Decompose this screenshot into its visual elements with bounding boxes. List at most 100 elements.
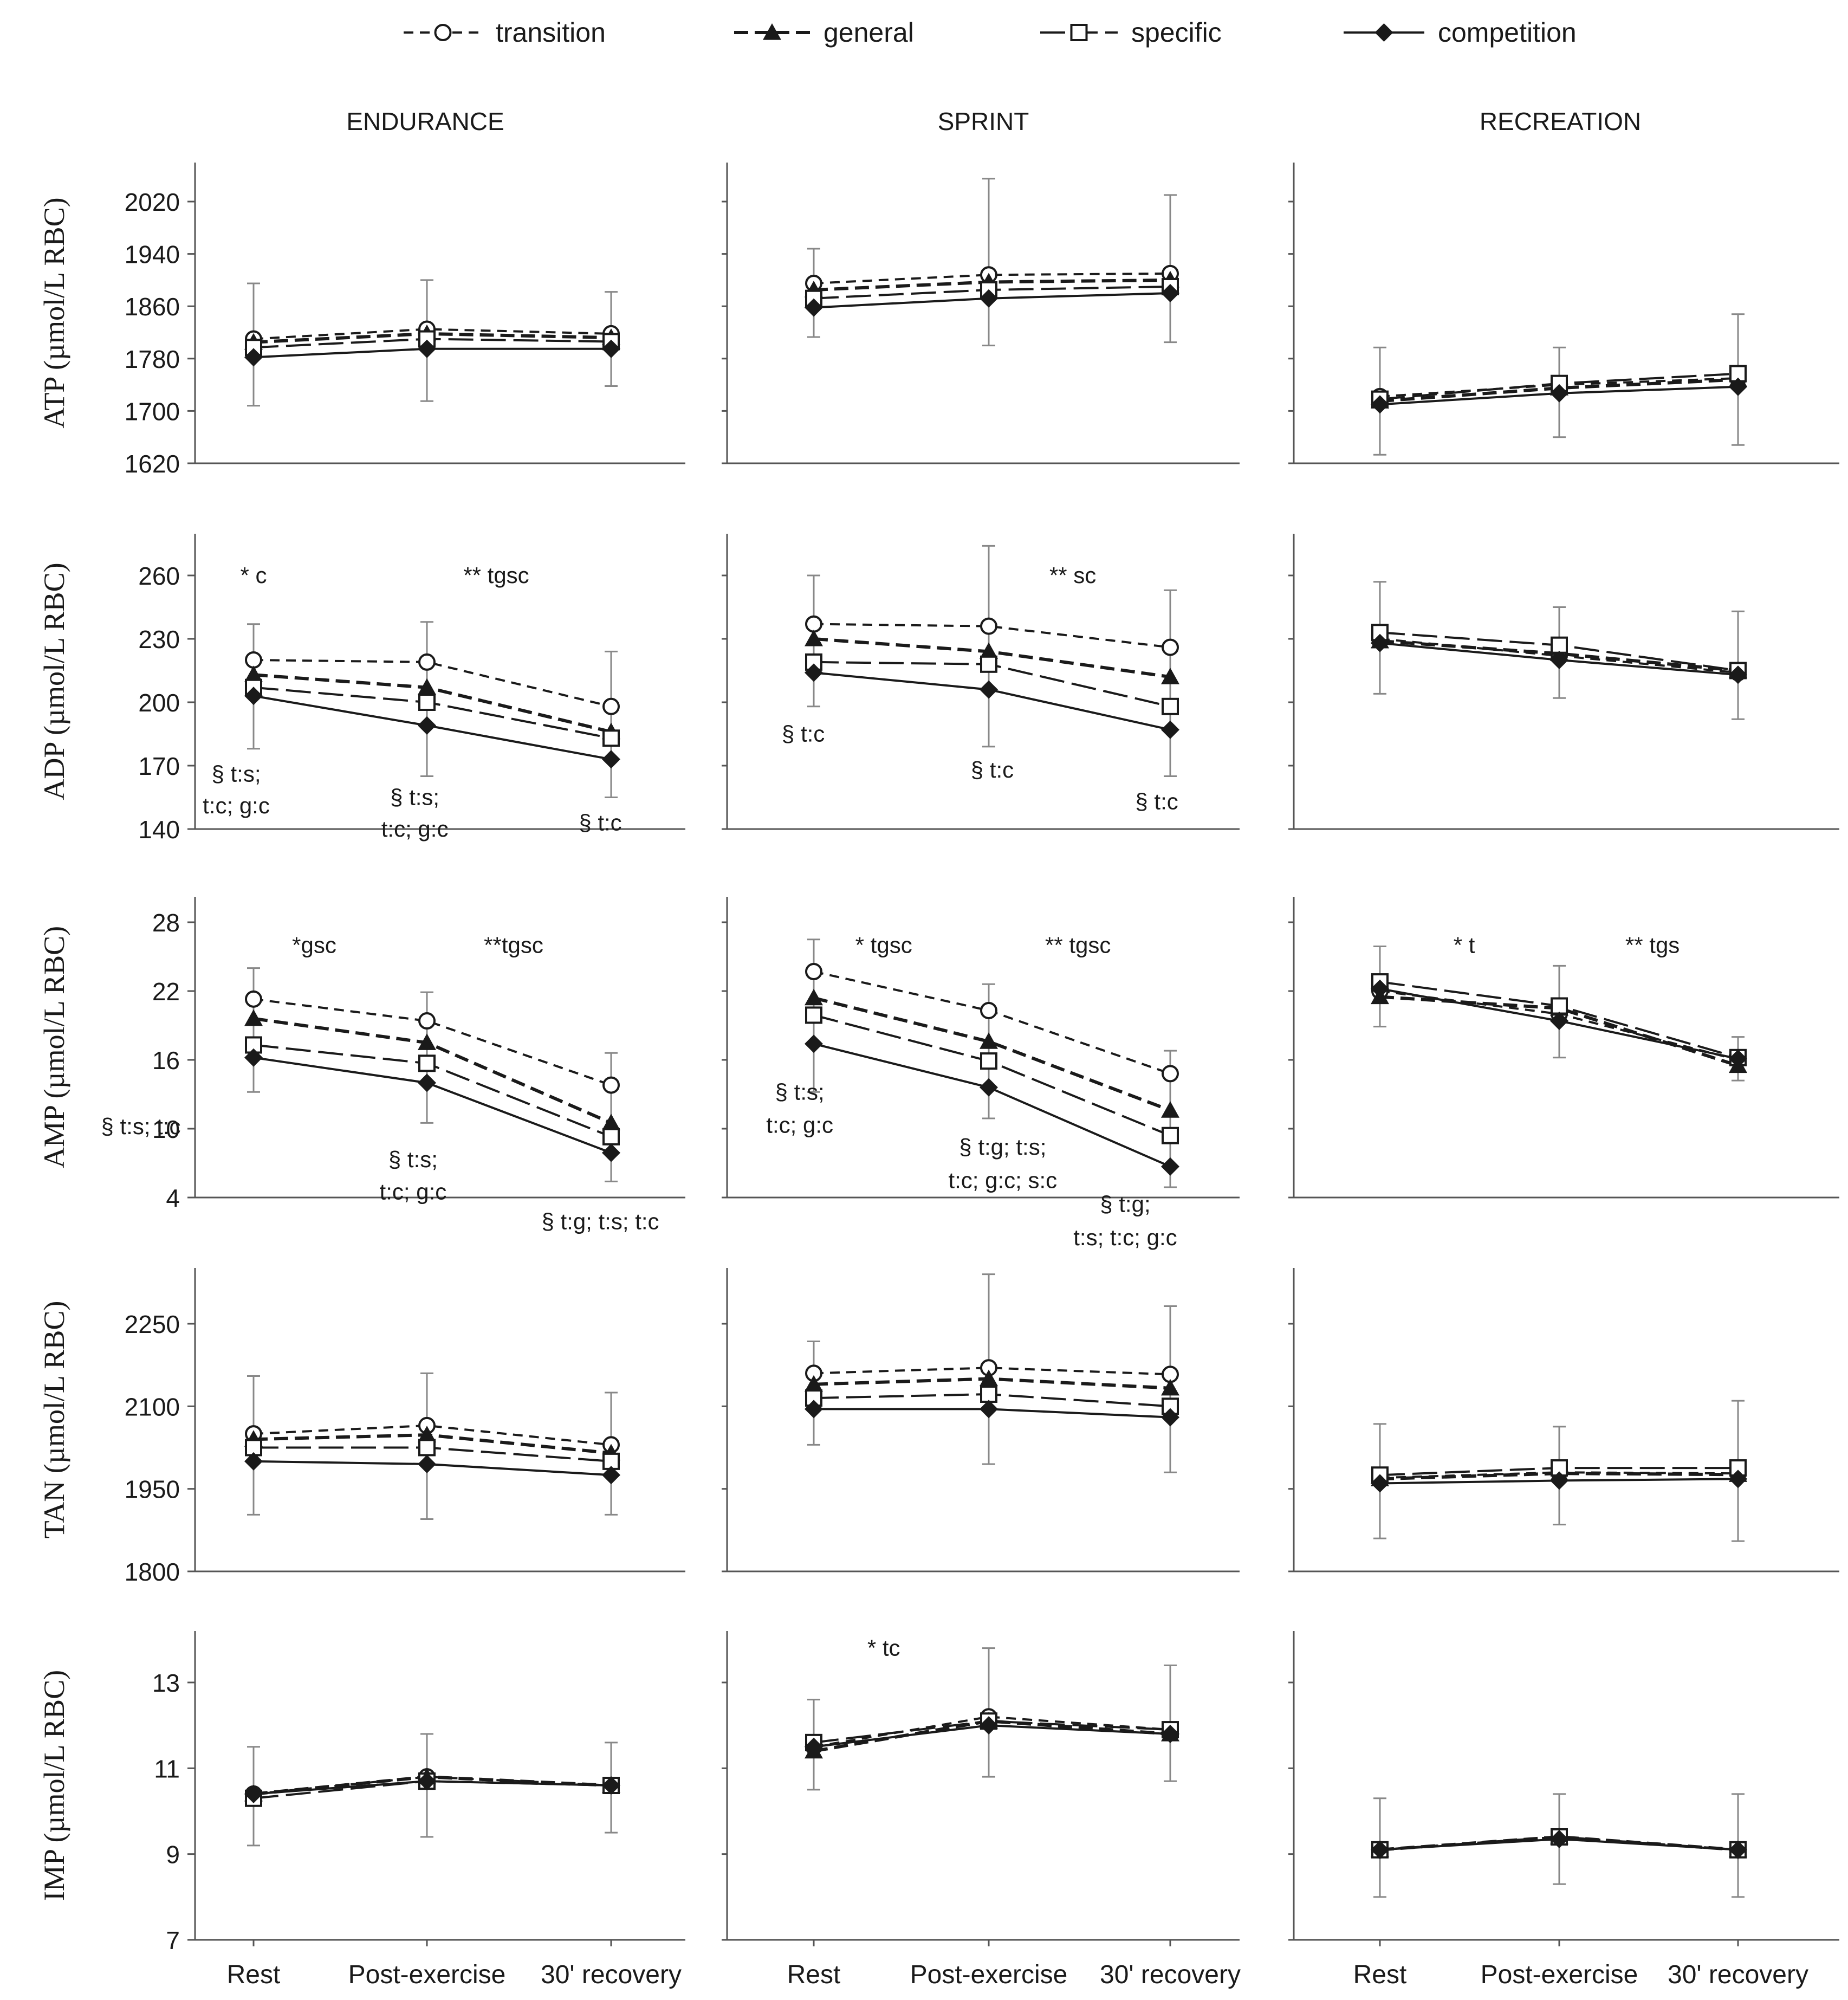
y-tick-label: 28	[152, 909, 180, 937]
data-point-general	[244, 1009, 263, 1026]
data-point-transition	[805, 615, 822, 633]
data-point-general	[805, 1375, 823, 1392]
data-point-competition	[1161, 1725, 1179, 1743]
data-point-transition	[418, 1012, 436, 1030]
data-point-general	[1161, 1101, 1179, 1118]
data-point-competition	[1729, 377, 1747, 396]
panel-adp-endurance: 140 170 200 230 260 * c ** tgsc § t:s; t:c; g:c §…	[138, 534, 685, 844]
annotation-label: t:c; g:c	[203, 793, 270, 818]
data-point-competition	[980, 1078, 998, 1097]
data-point-competition	[602, 750, 620, 769]
panel-tan-sprint	[722, 1268, 1240, 1572]
data-point-transition	[1162, 1065, 1179, 1083]
data-point-general	[418, 1033, 436, 1050]
data-point-competition	[1729, 1840, 1747, 1859]
panel-imp-recreation: Rest Post-exercise 30' recovery	[1288, 1631, 1839, 1989]
y-axis-label-adp: ADP (µmol/L RBC)	[38, 562, 70, 800]
panel-tan-endurance: 1800 1950 2100 2250	[125, 1268, 685, 1586]
panel-amp-recreation: * t ** tgs	[1288, 897, 1839, 1199]
annotation-label: § t:c	[782, 721, 825, 747]
data-point-specific	[980, 655, 997, 673]
x-tick-label: Rest	[227, 1960, 281, 1989]
y-tick-label: 1780	[125, 345, 180, 373]
series-line-transition	[813, 1367, 1171, 1376]
y-axis-label-atp: ATP (µmol/L RBC)	[38, 197, 70, 428]
data-point-competition	[602, 339, 620, 358]
annotation-label: * tgsc	[855, 932, 912, 957]
data-point-competition	[1550, 1012, 1568, 1031]
data-point-specific	[418, 694, 436, 711]
data-point-specific	[1162, 697, 1179, 715]
data-point-transition	[1162, 638, 1179, 656]
annotation-label: § t:g;	[1100, 1192, 1150, 1217]
panel-imp-endurance: 7 9 11 13 Rest Post-exercise 30' recovery	[152, 1631, 685, 1989]
annotation-label: § t:s;	[211, 761, 261, 787]
annotation-label: ** sc	[1049, 562, 1096, 588]
series-line-transition	[813, 623, 1171, 649]
data-point-competition	[1550, 651, 1568, 669]
annotation-label: § t:s;	[390, 785, 439, 810]
data-point-competition	[1729, 1049, 1747, 1068]
legend-label-transition: transition	[496, 17, 606, 48]
y-tick-label: 200	[138, 689, 180, 717]
panel-atp-endurance: 1620 1700 1780 1860 1940 2020	[125, 163, 685, 478]
data-point-competition	[1550, 1471, 1568, 1490]
data-point-general	[418, 678, 436, 695]
y-tick-label: 230	[138, 625, 180, 653]
data-point-competition	[244, 1048, 263, 1067]
x-tick-label: Post-exercise	[348, 1960, 506, 1989]
data-point-competition	[1161, 284, 1179, 303]
annotation-label: ** tgs	[1625, 932, 1680, 957]
annotation-label: t:s; t:c; g:c	[1073, 1225, 1177, 1250]
y-axis-label-tan: TAN (µmol/L RBC)	[38, 1301, 70, 1539]
series-line-transition	[253, 1424, 612, 1446]
data-point-competition	[1371, 1840, 1389, 1859]
annotation-label: ** tgsc	[463, 562, 529, 588]
data-point-competition	[1550, 384, 1568, 403]
legend-item-competition: competition	[1344, 17, 1577, 48]
data-point-specific	[602, 729, 620, 747]
series-line-transition	[253, 328, 612, 340]
data-point-competition	[805, 298, 823, 317]
data-point-specific	[418, 1439, 436, 1457]
data-point-competition	[418, 716, 436, 735]
annotation-label: * tc	[867, 1635, 900, 1661]
annotation-label: § t:c	[579, 810, 621, 835]
data-point-specific	[418, 1054, 436, 1072]
data-point-specific	[602, 1128, 620, 1145]
data-point-competition	[805, 1737, 823, 1756]
data-point-competition	[1371, 395, 1389, 414]
panel-atp-recreation	[1288, 163, 1839, 464]
annotation-label: § t:c	[1135, 788, 1178, 814]
annotation-label: ** tgsc	[1045, 932, 1111, 957]
annotation-label: § t:s;	[388, 1147, 438, 1172]
series-line-transition	[813, 1716, 1171, 1748]
data-point-competition	[805, 1400, 823, 1419]
data-point-transition	[980, 1001, 997, 1019]
annotation-label: t:c; g:c	[766, 1112, 833, 1138]
column-title-sprint: SPRINT	[938, 107, 1029, 135]
legend-item-transition: transition	[404, 17, 606, 48]
y-tick-label: 140	[138, 815, 180, 844]
data-point-general	[805, 988, 823, 1006]
y-tick-label: 1950	[125, 1475, 180, 1504]
data-point-transition	[602, 1076, 620, 1094]
y-tick-label: 260	[138, 562, 180, 590]
x-tick-label: 30' recovery	[1668, 1960, 1808, 1989]
x-tick-label: 30' recovery	[541, 1960, 682, 1989]
annotation-label: **tgsc	[484, 932, 543, 957]
panel-amp-endurance: 4 10 16 22 28 *gsc **tgsc § t:s; t:c § t:s; t:c; …	[101, 897, 685, 1234]
legend-item-specific: specific	[1040, 17, 1222, 48]
series-line-transition	[253, 659, 612, 708]
y-tick-label: 7	[166, 1926, 180, 1954]
y-tick-label: 4	[166, 1184, 180, 1212]
data-point-general	[1161, 668, 1179, 684]
legend-label-specific: specific	[1131, 17, 1222, 48]
annotation-label: t:c; g:c	[381, 816, 449, 842]
data-point-general	[418, 1426, 436, 1442]
y-tick-label: 9	[166, 1841, 180, 1869]
y-tick-label: 2100	[125, 1393, 180, 1421]
data-point-competition	[602, 1466, 620, 1485]
annotation-label: § t:g; t:s;	[959, 1134, 1046, 1160]
series-line-general	[813, 996, 1171, 1112]
